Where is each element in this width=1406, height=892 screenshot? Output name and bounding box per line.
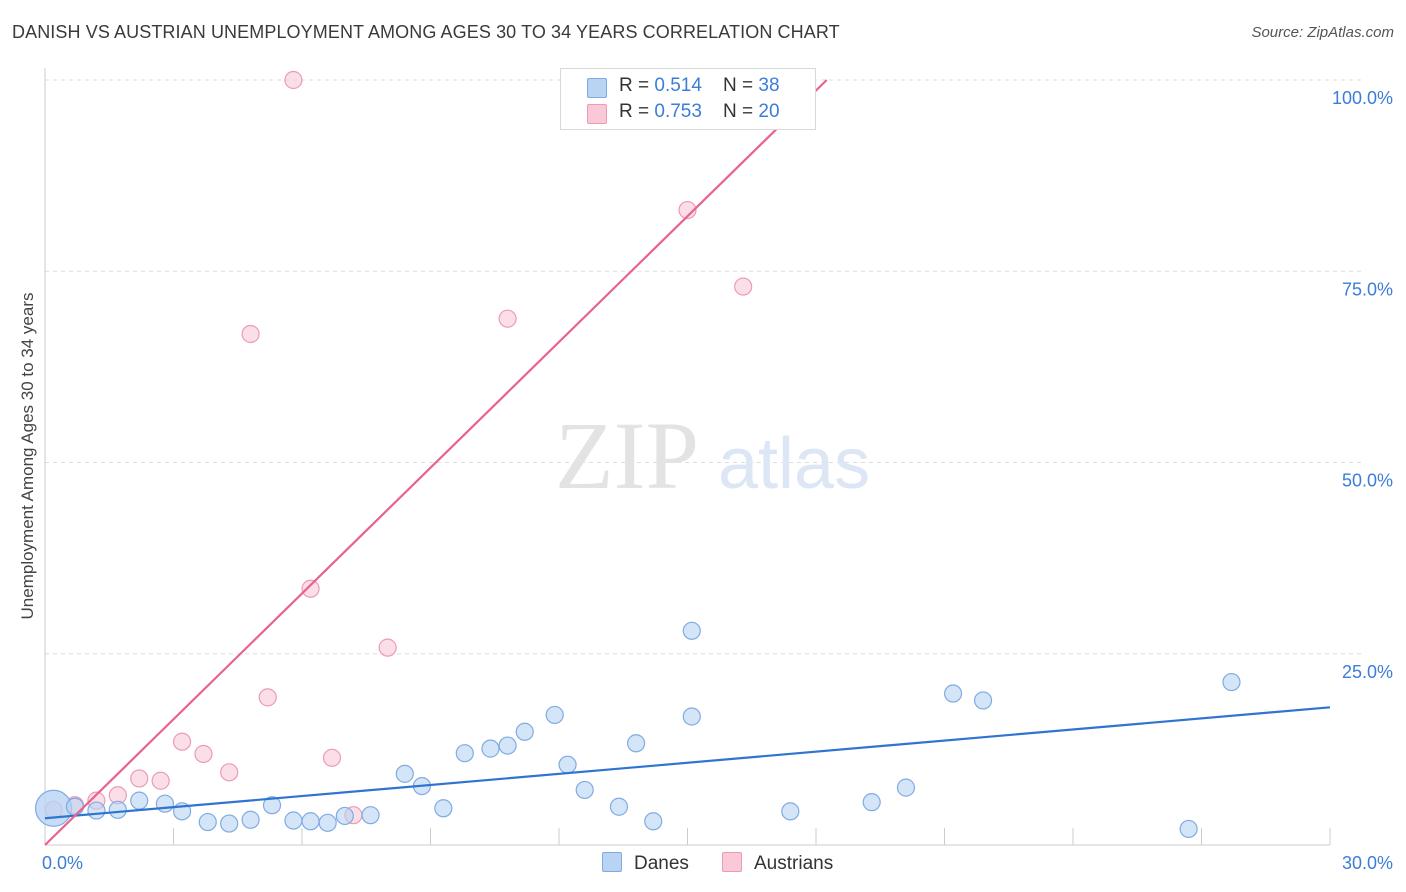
austrians-point [322,748,342,767]
danes-point [318,813,337,832]
austrians-point [194,744,213,764]
source-label: Source: ZipAtlas.com [1251,24,1394,41]
austrians-trend-line [44,79,828,846]
danes-n-value: 38 [758,75,780,96]
austrians-point [678,200,697,220]
chart-title: DANISH VS AUSTRIAN UNEMPLOYMENT AMONG AG… [12,22,840,42]
danes-point [896,778,916,797]
danes-point [434,799,453,818]
austrians-legend-label: Austrians [754,853,834,874]
trend-lines [44,79,1331,846]
y-tick-label: 25.0% [1342,662,1393,682]
watermark: ZIP atlas [555,402,870,509]
austrians-n-label: N = [723,101,759,122]
danes-point [1179,819,1198,839]
danes-point [198,812,217,832]
austrians-point [172,732,192,751]
austrians-point [734,277,753,296]
austrians-point [258,688,277,707]
austrians-point [130,769,149,788]
danes-point [220,814,239,833]
austrians-point [301,579,320,598]
danes-point [943,684,963,703]
danes-point [558,755,577,774]
x-tick-label-max: 30.0% [1342,853,1393,873]
watermark-zip: ZIP [555,402,699,509]
danes-point [335,806,354,826]
danes-point [241,810,260,829]
danes-point [682,707,701,726]
y-axis-label: Unemployment Among Ages 30 to 34 years [18,292,37,620]
danes-point [498,736,517,755]
austrians-r-label: R = [619,101,655,122]
danes-point [973,691,993,710]
danes-point [545,705,564,725]
danes-legend-label: Danes [634,853,689,874]
austrians-swatch [587,104,607,124]
danes-point [626,734,646,753]
danes-point [644,812,663,831]
austrians-point [284,70,303,90]
danes-point [284,811,303,830]
austrians-r-value: 0.753 [654,101,702,122]
danes-r-value: 0.514 [654,75,702,96]
danes-point [361,806,380,825]
danes-point [609,797,629,816]
stats-legend: R = 0.514 N = 38 R = 0.753 N = 20 [560,68,816,130]
austrians-point [241,324,260,344]
danes-point [781,802,800,821]
austrians-point [498,309,517,328]
danes-swatch [587,78,607,98]
y-tick-label: 100.0% [1332,88,1393,108]
austrians-point [151,771,170,790]
danes-point [301,812,320,831]
danes-point [262,796,282,815]
austrians-point [220,763,239,782]
austrians-point [378,638,397,657]
danes-r-label: R = [619,75,655,96]
watermark-atlas: atlas [718,424,870,504]
danes-trend-line [44,706,1331,820]
danes-point [108,800,127,819]
austrians-legend-swatch [722,852,742,872]
danes-point [862,793,881,812]
danes-n-label: N = [723,75,759,96]
tick-labels: 25.0% 50.0% 75.0% 100.0% 0.0% 30.0% [42,88,1393,873]
y-tick-label: 75.0% [1342,279,1393,299]
danes-point [455,744,474,763]
danes-point [481,739,500,758]
danes-legend-swatch [602,852,622,872]
danes-point [65,797,85,816]
bottom-legend-austrians: Austrians [722,852,833,875]
danes-point [682,621,701,640]
y-tick-label: 50.0% [1342,471,1393,491]
axes [44,68,1331,846]
danes-point [515,722,534,741]
danes-point [87,801,106,820]
danes-point [155,794,175,813]
danes-point [1222,672,1241,692]
gridlines [45,79,1362,655]
austrians-n-value: 20 [758,101,780,122]
danes-point [575,780,594,800]
danes-point [395,764,414,783]
danes-point [130,791,149,810]
data-points [34,70,1241,839]
x-tick-label-min: 0.0% [42,853,83,873]
bottom-legend-danes: Danes [602,852,689,875]
